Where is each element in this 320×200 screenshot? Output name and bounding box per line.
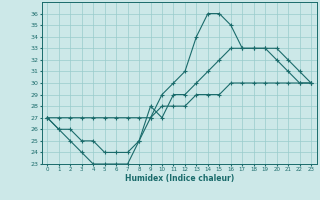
X-axis label: Humidex (Indice chaleur): Humidex (Indice chaleur)	[124, 174, 234, 183]
